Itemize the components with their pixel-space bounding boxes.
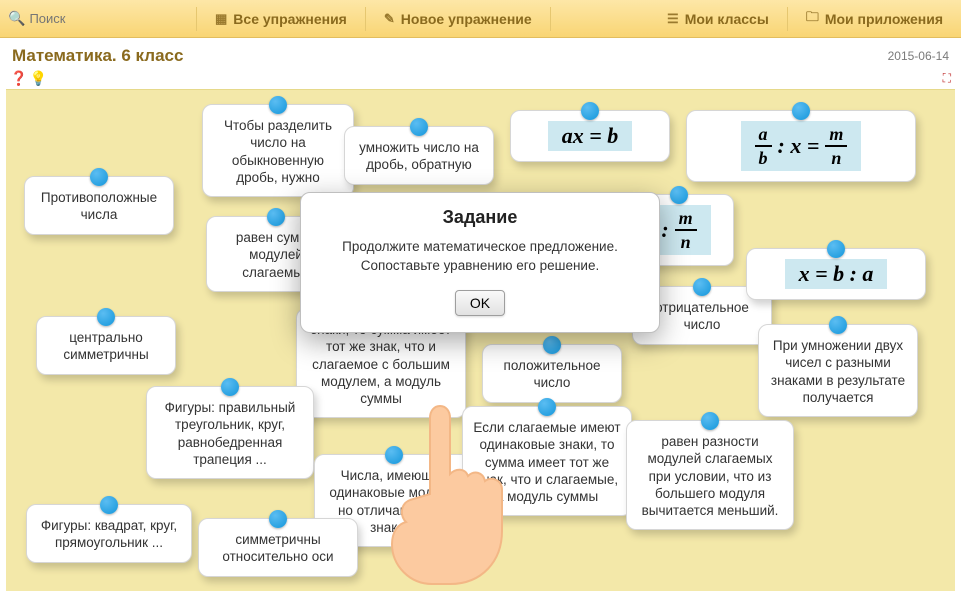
separator (550, 7, 551, 31)
card-text: Если слагаемые имеют одинаковые знаки, т… (473, 420, 620, 504)
pin-icon (269, 96, 287, 114)
hint-icon[interactable]: 💡 (29, 70, 46, 87)
fullscreen-icon[interactable]: ⛶ (943, 71, 951, 86)
card[interactable]: Если слагаемые имеют одинаковые знаки, т… (462, 406, 632, 516)
pin-icon (269, 510, 287, 528)
task-modal: Задание Продолжите математическое предло… (300, 192, 660, 333)
card-text: Чтобы разделить число на обыкновенную др… (224, 118, 332, 185)
pin-icon (670, 186, 688, 204)
card[interactable]: центрально симметричны (36, 316, 176, 375)
pin-icon (829, 316, 847, 334)
nav-new-exercise[interactable]: ✎ Новое упражнение (374, 11, 542, 27)
modal-title: Задание (319, 207, 641, 228)
pin-icon (693, 278, 711, 296)
separator (787, 7, 788, 31)
pin-icon (267, 208, 285, 226)
separator (365, 7, 366, 31)
hint-row: ❓ 💡 ⛶ (0, 70, 961, 89)
card-text: Фигуры: квадрат, круг, прямоугольник ... (41, 518, 177, 550)
equation: ax = b (548, 121, 633, 151)
pin-icon (538, 398, 556, 416)
page-title: Математика. 6 класс (12, 46, 183, 66)
card-text: отрицательное число (655, 300, 749, 332)
list-icon: ☰ (667, 11, 679, 27)
card-text: Фигуры: правильный треугольник, круг, ра… (165, 400, 296, 467)
pin-icon (792, 102, 810, 120)
navbar: 🔍 ▦ Все упражнения ✎ Новое упражнение ☰ … (0, 0, 961, 38)
separator (196, 7, 197, 31)
search-input[interactable] (29, 11, 169, 26)
pin-icon (97, 308, 115, 326)
modal-body: Продолжите математическое предложение. С… (319, 238, 641, 276)
pin-icon (385, 446, 403, 464)
equation-card[interactable]: ab : x = mn (686, 110, 916, 182)
search-wrap: 🔍 (8, 10, 188, 27)
card-text: знаки, то сумма имеет тот же знак, что и… (311, 322, 451, 406)
card[interactable]: Противоположные числа (24, 176, 174, 235)
card-text: центрально симметричны (63, 330, 148, 362)
page-date: 2015-06-14 (888, 49, 949, 63)
card[interactable]: симметричны относительно оси (198, 518, 358, 577)
folder-icon: 🗀 (806, 8, 819, 30)
equation-card[interactable]: x = b : a (746, 248, 926, 300)
nav-my-apps[interactable]: 🗀 Мои приложения (796, 8, 953, 30)
pin-icon (581, 102, 599, 120)
pin-icon (827, 240, 845, 258)
pin-icon (543, 336, 561, 354)
card[interactable]: При умножении двух чисел с разными знака… (758, 324, 918, 417)
card-text: Противоположные числа (41, 190, 157, 222)
pencil-icon: ✎ (384, 11, 395, 27)
nav-label: Новое упражнение (401, 11, 532, 27)
equation: ab : x = mn (741, 121, 862, 171)
pin-icon (221, 378, 239, 396)
pin-icon (410, 118, 428, 136)
board: Противоположные числа Чтобы разделить чи… (6, 89, 955, 591)
card[interactable]: Чтобы разделить число на обыкновенную др… (202, 104, 354, 197)
nav-label: Мои классы (685, 11, 769, 27)
card[interactable]: умножить число на дробь, обратную (344, 126, 494, 185)
card-text: умножить число на дробь, обратную (359, 140, 479, 172)
card[interactable]: равен разности модулей слагаемых при усл… (626, 420, 794, 530)
card-text: равен разности модулей слагаемых при усл… (642, 434, 779, 518)
ok-button[interactable]: OK (455, 290, 505, 316)
help-icon[interactable]: ❓ (10, 70, 27, 87)
nav-all-exercises[interactable]: ▦ Все упражнения (205, 11, 357, 27)
card-text: положительное число (504, 358, 601, 390)
nav-my-classes[interactable]: ☰ Мои классы (657, 11, 779, 27)
card[interactable]: Фигуры: квадрат, круг, прямоугольник ... (26, 504, 192, 563)
grid-icon: ▦ (215, 11, 227, 27)
card-text: симметричны относительно оси (222, 532, 333, 564)
pin-icon (90, 168, 108, 186)
card[interactable]: Фигуры: правильный треугольник, круг, ра… (146, 386, 314, 479)
title-bar: Математика. 6 класс 2015-06-14 (0, 38, 961, 70)
card[interactable]: положительное число (482, 344, 622, 403)
pin-icon (100, 496, 118, 514)
search-icon: 🔍 (8, 10, 25, 27)
equation-card[interactable]: ax = b (510, 110, 670, 162)
pin-icon (701, 412, 719, 430)
card-text: При умножении двух чисел с разными знака… (771, 338, 905, 405)
nav-label: Все упражнения (233, 11, 347, 27)
equation: x = b : a (785, 259, 888, 289)
nav-label: Мои приложения (825, 11, 943, 27)
